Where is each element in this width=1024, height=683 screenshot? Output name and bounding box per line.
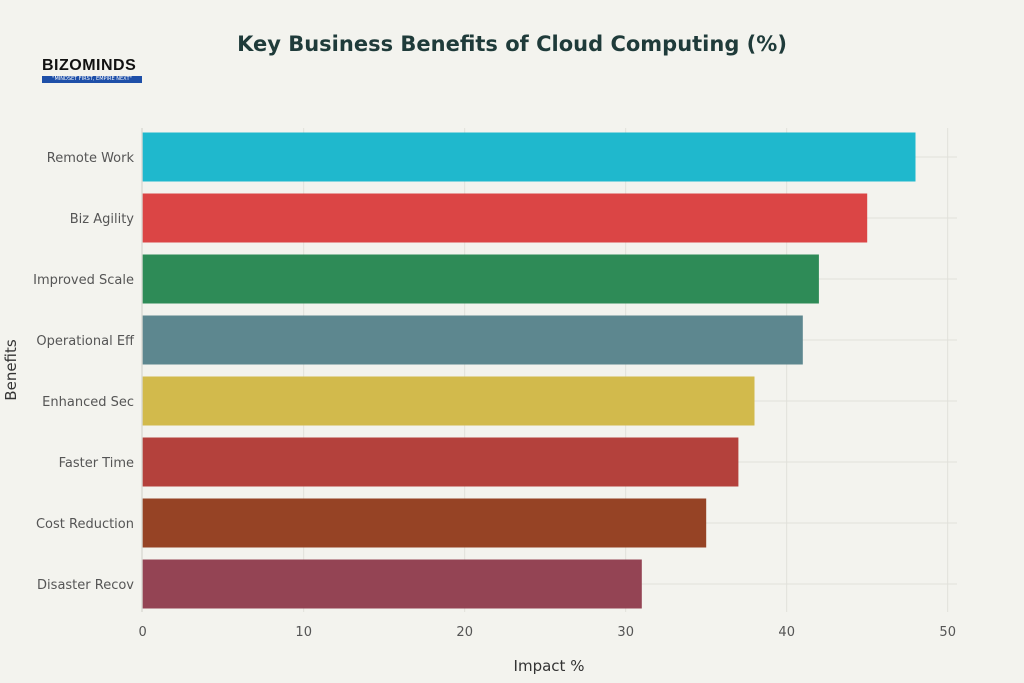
bar-operational-eff [142,315,803,365]
bar-faster-time [142,437,739,487]
logo-tagline: "MINDSET FIRST, EMPIRE NEXT" [42,76,142,83]
logo-text: BIZOMINDS [42,57,137,74]
y-tick-label: Disaster Recov [37,578,134,593]
x-tick-label: 50 [939,625,956,640]
y-tick-label: Remote Work [47,151,135,166]
bar-improved-scale [142,254,819,304]
y-tick-label: Biz Agility [70,212,135,227]
bar-remote-work [142,132,916,182]
x-tick-label: 20 [456,625,473,640]
x-tick-label: 0 [139,625,147,640]
bars [142,132,916,609]
y-tick-label: Faster Time [59,456,134,471]
bizominds-logo: BIZOMINDS "MINDSET FIRST, EMPIRE NEXT" [42,57,142,83]
bar-biz-agility [142,193,868,243]
x-tick-labels: 0 10 20 30 40 50 [139,625,956,640]
bar-disaster-recov [142,559,642,609]
y-tick-labels: Remote Work Biz Agility Improved Scale Oper… [33,151,135,593]
y-tick-label: Improved Scale [33,273,134,288]
y-tick-label: Operational Eff [36,334,135,349]
bar-cost-reduction [142,498,707,548]
y-tick-label: Cost Reduction [36,517,134,532]
y-tick-label: Enhanced Sec [42,395,134,410]
y-axis-label: Benefits [2,339,20,401]
x-axis-label: Impact % [514,657,585,675]
x-tick-label: 10 [295,625,312,640]
bar-enhanced-sec [142,376,755,426]
x-tick-label: 30 [617,625,634,640]
chart-title: Key Business Benefits of Cloud Computing… [237,32,787,56]
x-tick-label: 40 [778,625,795,640]
